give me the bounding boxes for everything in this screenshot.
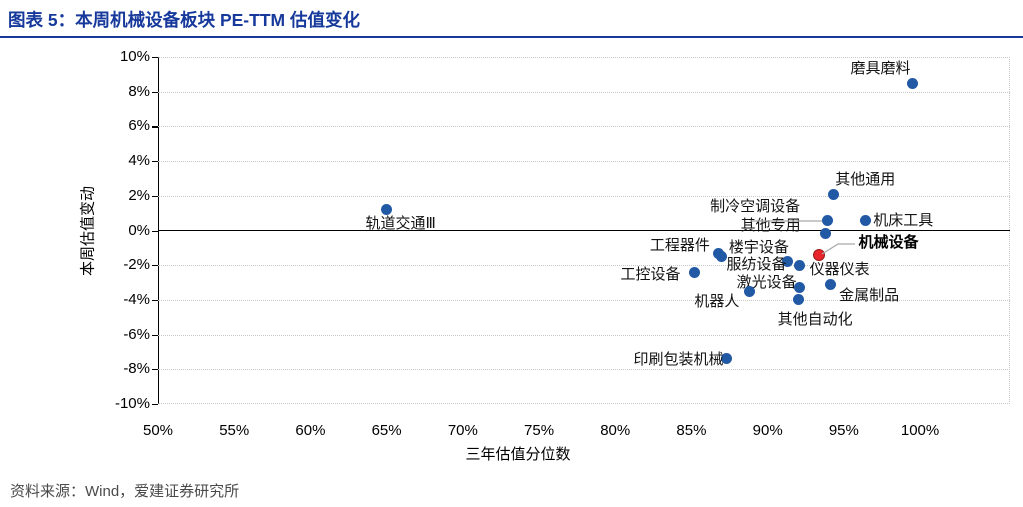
y-tick-label: -10% bbox=[114, 395, 150, 412]
data-point-dot bbox=[820, 228, 832, 240]
y-tick-label: 2% bbox=[128, 186, 150, 204]
zero-axis-line bbox=[158, 229, 1010, 232]
data-point-label: 金属制品 bbox=[839, 286, 900, 304]
data-point-dot bbox=[792, 294, 804, 306]
x-tick-label: 90% bbox=[752, 422, 783, 439]
gridline bbox=[158, 265, 1010, 267]
y-tick-mark bbox=[152, 230, 158, 232]
x-tick-label: 100% bbox=[900, 422, 940, 439]
data-point-dot bbox=[743, 285, 755, 297]
data-point-dot bbox=[794, 259, 806, 271]
data-point-dot bbox=[859, 214, 871, 226]
gridline bbox=[158, 126, 1010, 128]
data-point-label: 仪器仪表 bbox=[809, 260, 870, 278]
x-tick-label: 80% bbox=[600, 422, 631, 439]
data-point-label: 服纺设备 bbox=[726, 256, 787, 274]
data-point-label: 轨道交通Ⅲ bbox=[365, 215, 436, 233]
x-tick-label: 50% bbox=[142, 422, 174, 439]
y-tick-mark bbox=[152, 334, 158, 336]
data-point-label: 印刷包装机械 bbox=[633, 351, 724, 369]
y-tick-label: 0% bbox=[128, 221, 150, 239]
gridline bbox=[158, 299, 1010, 301]
y-tick-mark bbox=[152, 126, 158, 128]
data-point-label: 机床工具 bbox=[873, 211, 934, 229]
title-underline bbox=[0, 36, 1023, 38]
y-tick-mark bbox=[152, 195, 158, 197]
y-tick-label: -2% bbox=[123, 256, 150, 274]
data-point-label: 机械设备 bbox=[858, 234, 919, 252]
y-tick-mark bbox=[152, 369, 158, 371]
data-point-label: 磨具磨料 bbox=[850, 59, 911, 77]
x-tick-label: 65% bbox=[371, 422, 402, 439]
y-tick-mark bbox=[152, 299, 158, 302]
y-tick-label: 4% bbox=[128, 152, 150, 170]
x-tick-label: 60% bbox=[295, 422, 326, 439]
x-tick-label: 70% bbox=[447, 422, 478, 439]
data-point-label: 制冷空调设备 bbox=[710, 197, 801, 215]
data-point-dot bbox=[821, 214, 833, 226]
y-tick-label: 6% bbox=[128, 117, 150, 135]
y-tick-label: -8% bbox=[123, 360, 150, 378]
data-point-label: 工控设备 bbox=[620, 265, 681, 283]
data-point-dot bbox=[716, 251, 728, 263]
data-point-label: 其他专用 bbox=[740, 217, 801, 235]
gridline bbox=[158, 369, 1010, 371]
data-point-dot bbox=[824, 278, 836, 290]
source-note: 资料来源：Wind，爱建证券研究所 bbox=[10, 483, 240, 500]
x-tick-label: 75% bbox=[524, 422, 555, 439]
data-point-dot bbox=[827, 188, 839, 200]
y-tick-mark bbox=[152, 57, 158, 59]
gridline bbox=[158, 195, 1010, 197]
y-axis-title: 本周估值变动 bbox=[79, 185, 97, 277]
data-point-dot bbox=[781, 256, 793, 268]
data-point-label: 机器人 bbox=[694, 292, 740, 310]
gridline bbox=[158, 334, 1010, 336]
y-tick-label: -6% bbox=[123, 325, 150, 343]
data-point-dot bbox=[381, 204, 393, 216]
data-point-label: 工程器件 bbox=[649, 236, 710, 254]
y-tick-mark bbox=[152, 265, 158, 267]
gridline bbox=[158, 91, 1010, 93]
y-tick-mark bbox=[152, 161, 158, 163]
y-tick-label: 10% bbox=[119, 48, 150, 65]
data-point-label: 其他自动化 bbox=[777, 311, 853, 329]
gridline bbox=[158, 161, 1010, 163]
y-tick-mark bbox=[152, 91, 158, 93]
x-tick-label: 95% bbox=[828, 422, 859, 439]
y-tick-label: -4% bbox=[123, 290, 150, 308]
x-tick-label: 55% bbox=[219, 422, 250, 439]
data-point-label: 楼宇设备 bbox=[728, 239, 789, 257]
figure-title: 图表 5：本周机械设备板块 PE-TTM 估值变化 bbox=[8, 10, 360, 30]
x-tick-label: 85% bbox=[676, 422, 707, 439]
data-point-dot bbox=[721, 353, 732, 365]
data-point-dot bbox=[794, 282, 806, 294]
y-tick-label: 8% bbox=[128, 82, 150, 100]
y-tick-mark bbox=[152, 404, 158, 406]
data-point-dot bbox=[906, 77, 918, 89]
data-point-label: 其他通用 bbox=[835, 170, 896, 188]
x-axis-title: 三年估值分位数 bbox=[465, 446, 571, 463]
data-point-dot bbox=[689, 266, 700, 278]
